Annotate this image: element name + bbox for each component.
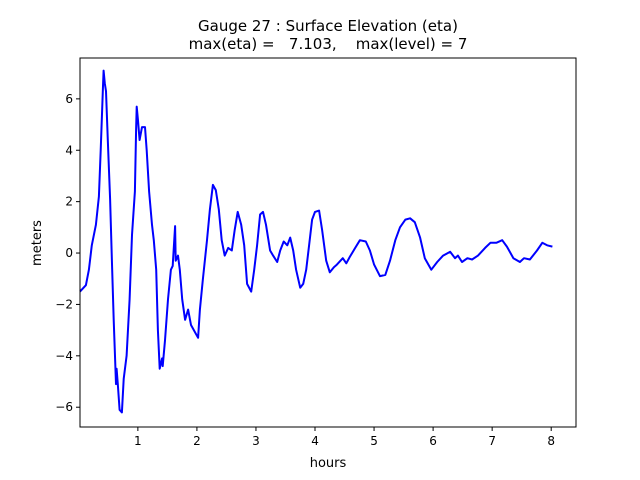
y-tick-label: −6 [55,400,73,414]
x-tick-label: 1 [134,434,142,448]
x-tick-label: 6 [429,434,437,448]
axes-frame [79,57,577,428]
x-tick-label: 8 [547,434,555,448]
y-tick-label: −4 [55,349,73,363]
x-tick-label: 3 [252,434,260,448]
y-tick-label: 0 [65,246,73,260]
y-tick-label: 6 [65,92,73,106]
x-tick-label: 4 [311,434,319,448]
x-tick-label: 7 [488,434,496,448]
y-tick-label: −2 [55,297,73,311]
y-tick-label: 4 [65,143,73,157]
y-tick-label: 2 [65,195,73,209]
series-eta-line [79,69,553,414]
y-axis-label: meters [30,220,45,266]
x-axis-label: hours [310,456,347,471]
chart-title-line1: Gauge 27 : Surface Elevation (eta) [198,17,458,35]
x-tick-label: 2 [193,434,201,448]
chart-title-line2: max(eta) = 7.103, max(level) = 7 [188,35,468,53]
x-tick-label: 5 [370,434,378,448]
